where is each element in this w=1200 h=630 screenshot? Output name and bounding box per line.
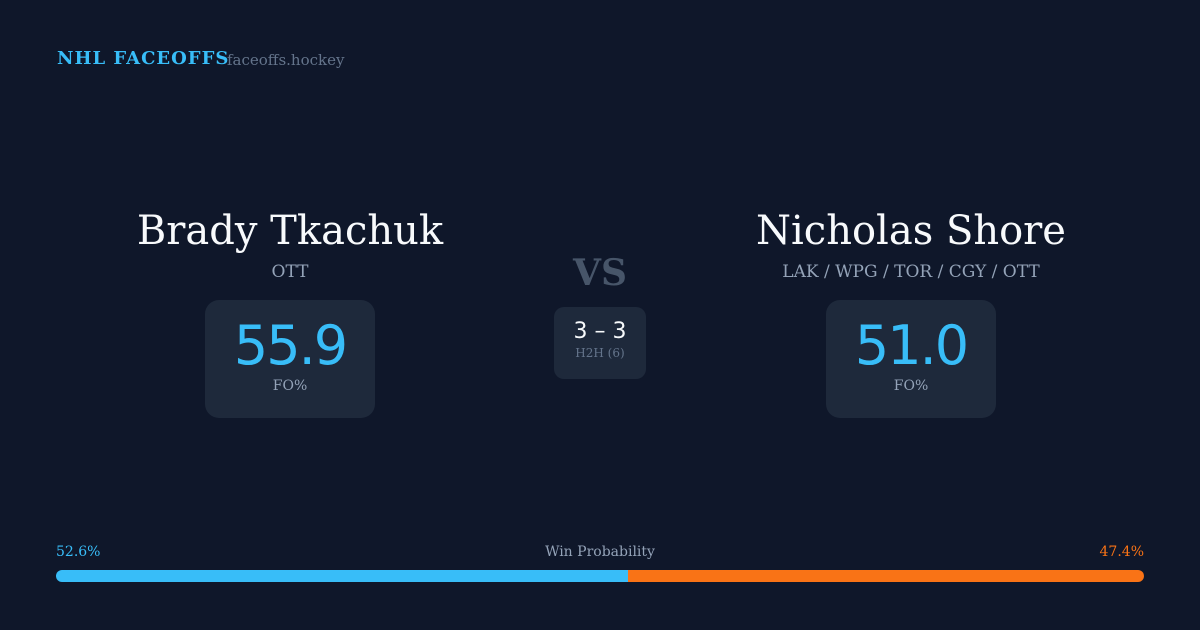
h2h-card: 3 – 3 H2H (6) (554, 307, 646, 379)
player-2-fo-value: 51.0 (854, 314, 969, 377)
player-2-team: LAK / WPG / TOR / CGY / OTT (782, 262, 1040, 282)
win-prob-p2: 47.4% (1099, 544, 1144, 560)
h2h-score: 3 – 3 (573, 319, 627, 344)
player-1-fo-card: 55.9 FO% (205, 300, 375, 418)
player-2-fo-card: 51.0 FO% (826, 300, 996, 418)
brand-title: NHL FACEOFFS (57, 48, 230, 69)
vs-label: VS (573, 252, 627, 294)
h2h-label: H2H (6) (575, 346, 625, 360)
win-prob-bar-p1 (56, 570, 629, 582)
player-2: Nicholas Shore LAK / WPG / TOR / CGY / O… (701, 208, 1121, 418)
player-1-fo-label: FO% (272, 378, 308, 394)
player-2-name: Nicholas Shore (756, 208, 1066, 254)
player-1-name: Brady Tkachuk (136, 208, 444, 254)
win-prob-bar (56, 570, 1144, 582)
player-2-fo-label: FO% (893, 378, 929, 394)
win-prob-label: Win Probability (545, 544, 655, 560)
player-1-team: OTT (271, 262, 309, 282)
player-1-fo-value: 55.9 (233, 314, 348, 377)
win-prob-p1: 52.6% (56, 544, 101, 560)
site-domain: faceoffs.hockey (227, 51, 345, 69)
win-prob-bar-p2 (628, 570, 1144, 582)
player-1: Brady Tkachuk OTT 55.9 FO% (80, 208, 500, 418)
